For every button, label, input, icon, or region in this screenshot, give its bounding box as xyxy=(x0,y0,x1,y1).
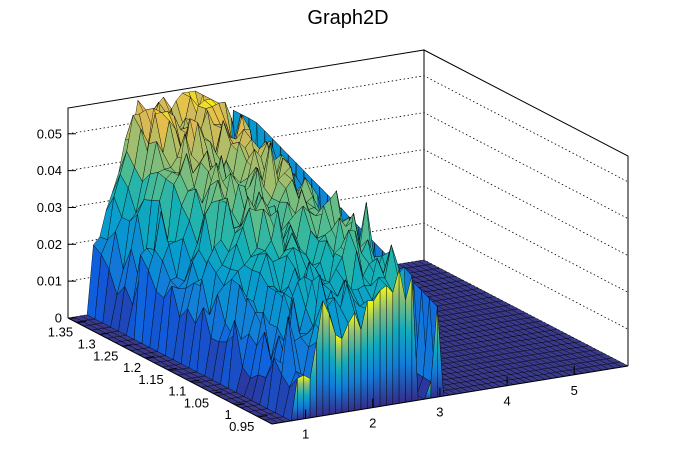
x-axis-line xyxy=(271,365,629,425)
surface-skirt xyxy=(373,289,381,408)
surface-skirt xyxy=(348,311,355,412)
y-tick-label: 1.2 xyxy=(123,360,141,375)
surface-skirt xyxy=(335,334,343,414)
z-tick-label: 0.02 xyxy=(37,237,62,252)
y-tick-label: 1.15 xyxy=(138,372,163,387)
y-tick-mark xyxy=(122,344,132,347)
y-tick-mark xyxy=(212,391,223,394)
y-tick-label: 1 xyxy=(224,407,231,422)
z-tick-label: 0.05 xyxy=(37,126,62,141)
axes xyxy=(67,108,629,425)
y-tick-mark xyxy=(258,414,268,418)
y-tick-mark xyxy=(235,403,245,406)
surface-skirt xyxy=(297,374,304,421)
y-tick-label: 1.25 xyxy=(93,348,118,363)
y-tick-label: 1.3 xyxy=(78,336,96,351)
z-tick-label: 0.04 xyxy=(37,163,62,178)
surface-skirt xyxy=(354,312,362,411)
surface-skirt xyxy=(379,285,387,407)
surface-mesh xyxy=(67,90,629,425)
y-tick-label: 1.35 xyxy=(48,325,73,340)
y-tick-mark xyxy=(76,320,87,324)
x-tick-label: 1 xyxy=(302,427,309,442)
surface-skirt xyxy=(341,323,349,413)
y-tick-mark xyxy=(99,332,109,335)
z-tick-label: 0.01 xyxy=(37,274,62,289)
z-axis-ticks: 0 0.01 0.02 0.03 0.04 0.05 xyxy=(37,126,76,326)
surface-skirt xyxy=(367,300,374,409)
right-wall xyxy=(423,49,629,366)
y-axis-ticks: 0.951 1.051.1 1.151.2 1.251.3 1.35 xyxy=(48,320,268,434)
z-tick-label: 0 xyxy=(55,311,62,326)
y-tick-mark xyxy=(144,356,155,359)
surface-skirt xyxy=(303,374,311,420)
x-tick-label: 3 xyxy=(436,405,443,420)
y-tick-label: 1.1 xyxy=(168,384,186,399)
y-tick-label: 0.95 xyxy=(229,419,254,434)
y-tick-mark xyxy=(190,379,200,383)
surface-skirt xyxy=(392,269,400,405)
y-tick-label: 1.05 xyxy=(184,395,209,410)
z-tick-label: 0.03 xyxy=(37,200,62,215)
x-tick-label: 4 xyxy=(503,394,510,409)
x-axis-ticks: 1 2 3 4 5 xyxy=(302,365,578,442)
y-tick-mark xyxy=(167,367,177,371)
surface-skirt xyxy=(322,300,330,416)
chart-title: Graph2D xyxy=(307,7,388,29)
x-tick-label: 2 xyxy=(369,416,376,431)
x-tick-label: 5 xyxy=(571,383,578,398)
surface-skirt xyxy=(386,284,393,406)
y-axis-line xyxy=(67,317,273,425)
